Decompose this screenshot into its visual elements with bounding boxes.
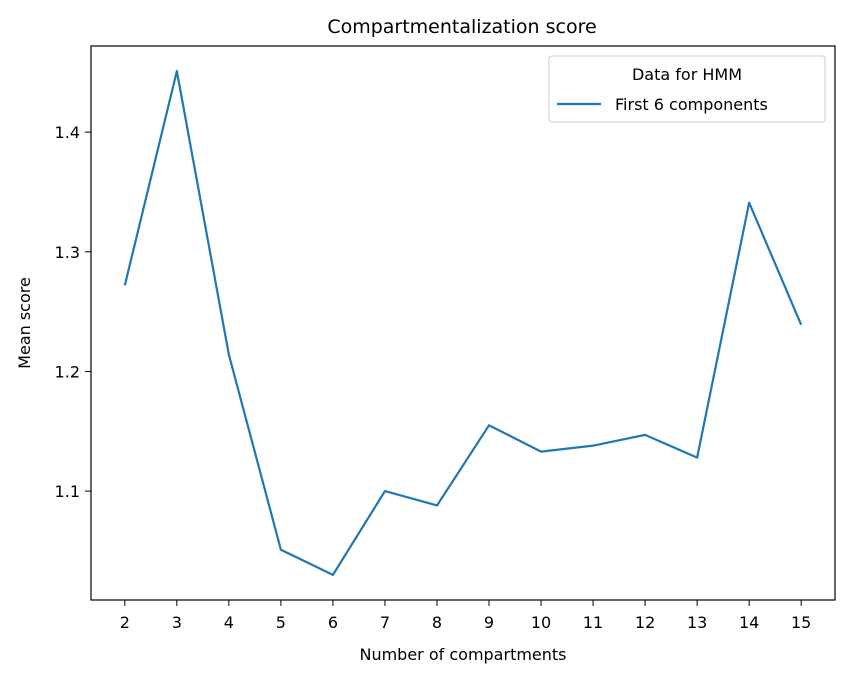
x-axis-label: Number of compartments: [359, 645, 566, 664]
legend: Data for HMM First 6 components: [548, 55, 826, 123]
x-tick-label: 7: [380, 613, 390, 632]
x-tick-label: 5: [276, 613, 286, 632]
x-axis: 2 3 4 5 6 7 8 9 10 11 12 13 14 15: [120, 600, 811, 632]
x-tick-label: 10: [531, 613, 551, 632]
x-tick-label: 15: [791, 613, 811, 632]
chart-title: Compartmentalization score: [327, 16, 596, 38]
y-tick-label: 1.1: [55, 482, 80, 501]
y-tick-label: 1.2: [55, 362, 80, 381]
legend-title: Data for HMM: [632, 65, 742, 84]
x-tick-label: 9: [484, 613, 494, 632]
x-tick-label: 12: [635, 613, 655, 632]
x-tick-label: 8: [432, 613, 442, 632]
x-tick-label: 2: [120, 613, 130, 632]
x-tick-label: 14: [739, 613, 759, 632]
y-axis-label: Mean score: [15, 277, 34, 369]
series-layer: [123, 70, 803, 576]
legend-box: [548, 55, 826, 123]
y-tick-label: 1.4: [55, 123, 80, 142]
y-axis: 1.1 1.2 1.3 1.4: [55, 123, 91, 501]
x-tick-label: 6: [328, 613, 338, 632]
x-tick-label: 11: [583, 613, 603, 632]
x-tick-label: 13: [687, 613, 707, 632]
axes-frame: [90, 45, 836, 601]
series-line-0: [123, 70, 803, 576]
legend-entry-label: First 6 components: [615, 95, 768, 114]
y-tick-label: 1.3: [55, 243, 80, 262]
x-tick-label: 4: [224, 613, 234, 632]
x-tick-label: 3: [172, 613, 182, 632]
